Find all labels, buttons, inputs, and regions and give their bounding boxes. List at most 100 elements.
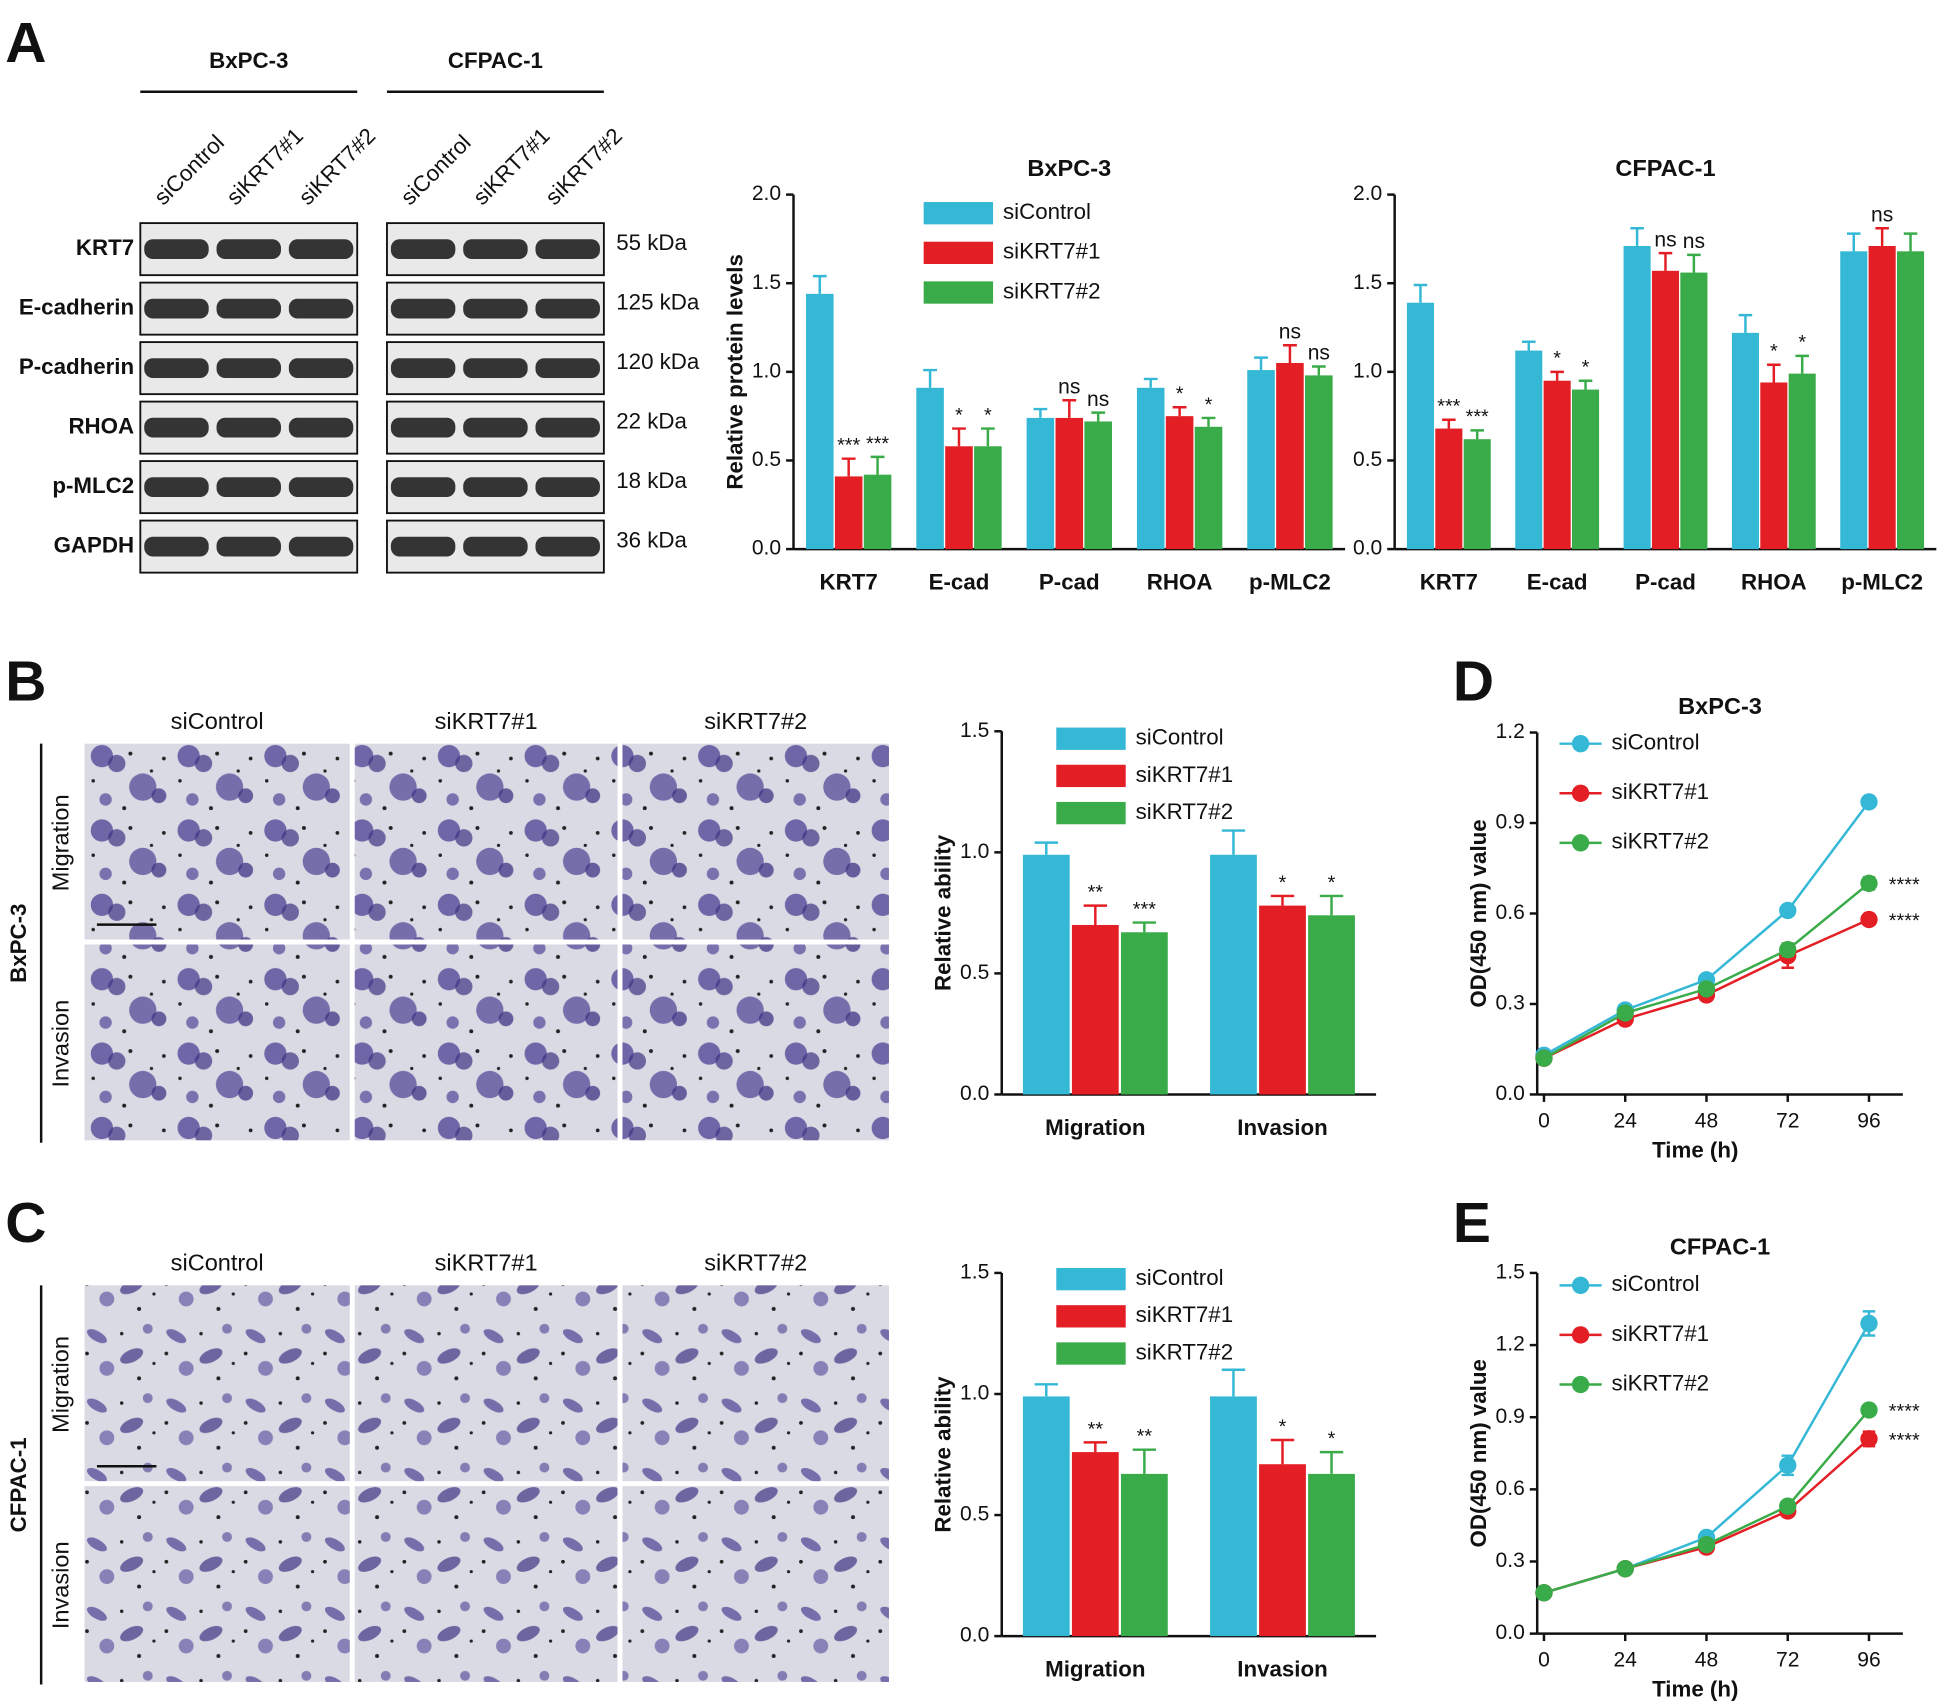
- chart-title: CFPAC-1: [1670, 1233, 1770, 1259]
- point: [1860, 1430, 1878, 1448]
- legend-marker: [1571, 1326, 1590, 1344]
- line: [1543, 1409, 1870, 1594]
- significance-label: *: [1770, 341, 1778, 363]
- error-bar: [1062, 398, 1077, 418]
- assay-label: Migration: [47, 794, 73, 891]
- significance-label: *: [1279, 1416, 1287, 1438]
- error-bar: [1083, 1441, 1108, 1453]
- x-axis-label: Time (h): [1652, 1137, 1738, 1162]
- error-bar: [923, 368, 937, 388]
- error-bar: [1201, 416, 1216, 427]
- significance-label: *: [1328, 1428, 1336, 1450]
- line: [1543, 1437, 1870, 1594]
- condition-header: siKRT7#2: [704, 708, 807, 734]
- significance-label: ***: [1437, 396, 1460, 418]
- blot-band: [535, 239, 600, 260]
- bar: [1136, 387, 1165, 550]
- x-tick-label: P-cad: [1635, 570, 1696, 595]
- blot-band: [535, 536, 600, 557]
- error-bar: [1738, 313, 1753, 333]
- error-bar: [1658, 251, 1673, 271]
- point: [1535, 1584, 1553, 1602]
- chart-title: BxPC-3: [1027, 155, 1111, 181]
- legend-label: siKRT7#1: [1136, 762, 1233, 787]
- significance-label: ns: [1683, 230, 1705, 253]
- legend-label: siKRT7#2: [1136, 799, 1233, 824]
- panel-label: C: [5, 1191, 46, 1255]
- significance-label: ****: [1889, 1401, 1920, 1423]
- blot-band: [463, 477, 528, 498]
- significance-label: *: [1798, 332, 1806, 354]
- legend-swatch: [923, 241, 994, 265]
- bar: [1055, 417, 1084, 550]
- bar: [1515, 350, 1543, 550]
- blot-band: [144, 358, 209, 379]
- x-axis-label: Time (h): [1652, 1677, 1738, 1702]
- error-bar: [1875, 227, 1889, 246]
- bar: [1120, 932, 1168, 1095]
- error-bar: [1033, 407, 1048, 418]
- point: [1616, 1560, 1634, 1578]
- x-tick-label: KRT7: [1420, 570, 1478, 595]
- error-bar: [980, 427, 995, 447]
- x-tick-label: 24: [1614, 1109, 1638, 1132]
- protein-label: p-MLC2: [52, 473, 134, 498]
- error-bar: [1143, 377, 1158, 388]
- y-tick-label: 0.5: [960, 1503, 989, 1526]
- micrograph-cells: [84, 944, 350, 1141]
- micrograph-cells: [622, 1486, 889, 1682]
- y-tick-label: 1.5: [960, 719, 989, 742]
- cell-line-header: CFPAC-1: [448, 48, 543, 73]
- error-bar: [1319, 1450, 1344, 1474]
- significance-label: ***: [837, 435, 860, 457]
- bar: [1731, 332, 1759, 550]
- y-tick-label: 0.0: [960, 1082, 989, 1105]
- bar: [1571, 389, 1600, 550]
- bar: [1788, 373, 1816, 550]
- bar: [1022, 1396, 1070, 1637]
- y-tick-label: 0.9: [1496, 811, 1525, 834]
- x-tick-label: Invasion: [1237, 1115, 1327, 1140]
- x-tick-label: 96: [1857, 1648, 1880, 1671]
- cell-line-label: CFPAC-1: [6, 1437, 31, 1532]
- blot-band: [535, 358, 600, 379]
- legend-marker: [1571, 1375, 1590, 1394]
- x-tick-label: p-MLC2: [1249, 570, 1331, 595]
- x-tick-label: 0: [1538, 1648, 1550, 1671]
- legend-marker: [1571, 834, 1590, 852]
- significance-label: **: [1137, 1426, 1153, 1448]
- significance-label: *: [1279, 872, 1287, 894]
- significance-label: ns: [1308, 342, 1330, 365]
- blot-band: [463, 417, 528, 438]
- error-bar: [1578, 379, 1593, 390]
- size-label: 55 kDa: [616, 230, 687, 255]
- x-tick-label: 24: [1614, 1648, 1638, 1671]
- significance-label: *: [1582, 357, 1590, 379]
- micrograph-cells: [354, 1486, 618, 1682]
- blot-band: [535, 417, 600, 438]
- point: [1697, 1535, 1716, 1554]
- legend-swatch: [923, 202, 994, 225]
- y-tick-label: 1.0: [752, 359, 781, 382]
- legend-label: siKRT7#1: [1003, 239, 1101, 264]
- lane-label: siKRT7#2: [540, 123, 627, 210]
- cell-line-header: BxPC-3: [209, 48, 288, 73]
- bar: [834, 476, 863, 550]
- error-bar: [1470, 429, 1484, 440]
- micrograph-cells: [354, 743, 618, 940]
- chart-title: BxPC-3: [1678, 693, 1762, 719]
- bar: [1210, 854, 1257, 1095]
- y-tick-label: 1.5: [960, 1261, 989, 1284]
- legend-marker: [1571, 735, 1590, 753]
- error-bar: [841, 457, 856, 477]
- y-axis-label: Relative ability: [931, 834, 956, 991]
- bar: [1840, 251, 1868, 550]
- error-bar: [1254, 356, 1268, 371]
- x-tick-label: 48: [1695, 1648, 1718, 1671]
- bar: [1276, 362, 1304, 550]
- blot-band: [288, 477, 354, 498]
- blot-band: [144, 239, 209, 260]
- legend-swatch: [1056, 1267, 1126, 1291]
- condition-header: siKRT7#2: [704, 1249, 807, 1275]
- point: [1779, 1497, 1797, 1515]
